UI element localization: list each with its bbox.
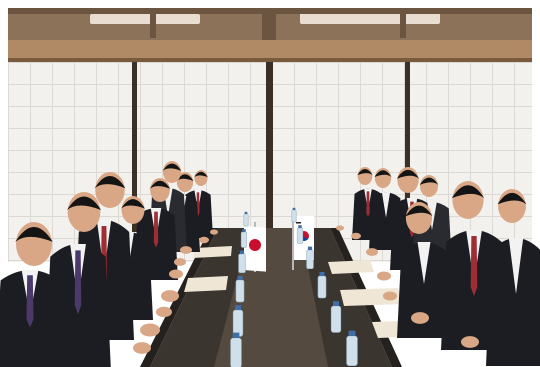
photo-content [0, 8, 540, 367]
water-bottle [317, 272, 327, 299]
water-bottle [238, 250, 246, 274]
left-delegation [0, 161, 218, 367]
water-bottle [243, 211, 249, 227]
water-bottle [330, 301, 342, 333]
delegate-right-0 [461, 189, 540, 366]
wooden-lintel [8, 40, 532, 60]
water-bottle [235, 276, 245, 303]
water-bottle [230, 332, 242, 367]
right-delegation [336, 167, 540, 366]
water-bottle [291, 207, 297, 223]
ceiling [8, 8, 532, 40]
water-bottle [296, 225, 304, 244]
japan-flag [244, 222, 266, 272]
water-bottle [240, 229, 248, 248]
water-bottle [346, 330, 358, 367]
screen-posts [132, 62, 410, 232]
water-bottle [232, 305, 244, 337]
delegate-left-0 [0, 222, 65, 367]
water-bottle [306, 246, 314, 270]
delegate-right-2 [377, 202, 451, 338]
water-bottles [230, 207, 358, 367]
